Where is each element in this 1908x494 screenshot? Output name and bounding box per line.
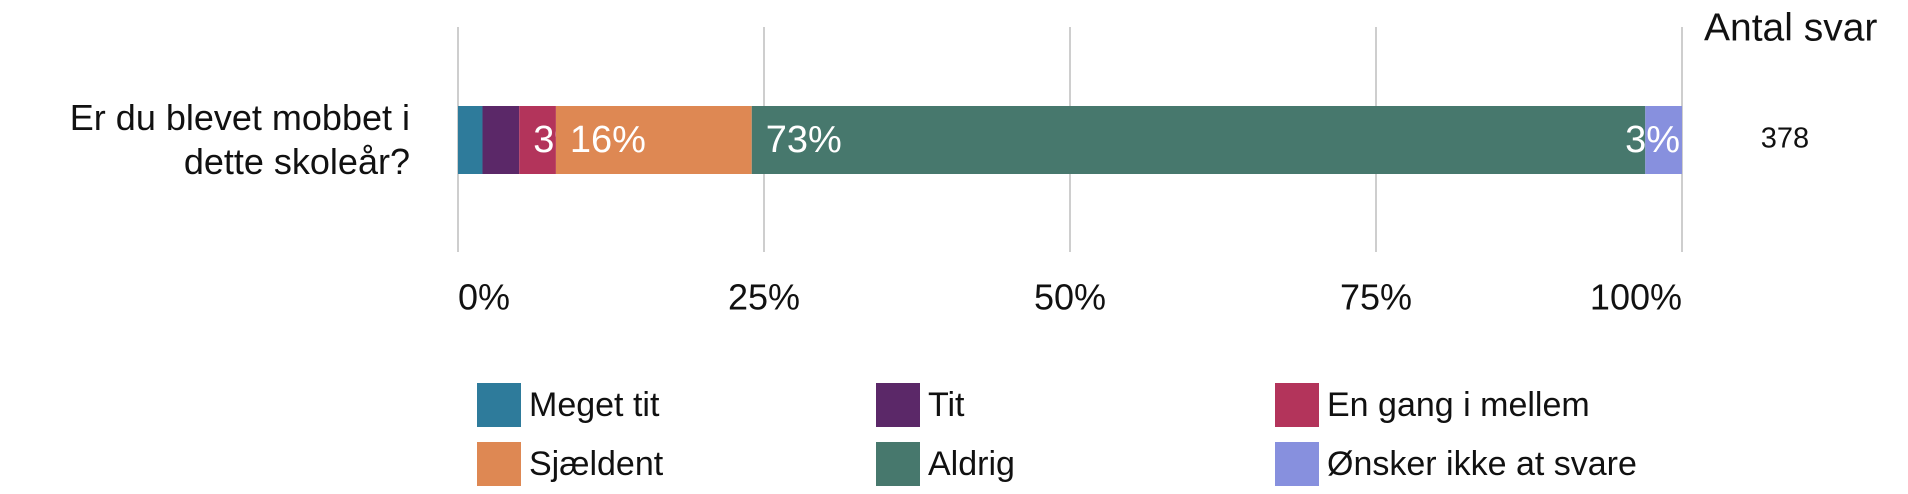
legend-label: Meget tit — [529, 386, 660, 424]
bar-segment — [1645, 106, 1682, 174]
legend-label: Sjældent — [529, 445, 664, 483]
bar-segment — [482, 106, 520, 174]
count-value: 378 — [1761, 123, 1809, 155]
legend-swatch — [1275, 442, 1319, 486]
legend-swatch — [876, 383, 920, 427]
value-label: 16% — [570, 119, 646, 161]
legend-label: Ønsker ikke at svare — [1327, 445, 1637, 483]
x-tick-label: 0% — [458, 277, 510, 318]
bar-segment — [519, 106, 556, 174]
legend-swatch — [477, 442, 521, 486]
bar-segment — [751, 106, 1646, 174]
value-label: 3% — [1625, 119, 1680, 161]
legend-label: En gang i mellem — [1327, 386, 1590, 424]
legend-label: Tit — [928, 386, 965, 424]
x-tick-label: 75% — [1340, 277, 1412, 318]
bar-segment — [555, 106, 752, 174]
x-tick-label: 50% — [1034, 277, 1106, 318]
bar-segment — [458, 106, 483, 174]
legend-label: Aldrig — [928, 445, 1015, 483]
legend-swatch — [1275, 383, 1319, 427]
x-tick-label: 100% — [1590, 277, 1682, 318]
count-title: Antal svar — [1704, 6, 1877, 49]
category-label: Er du blevet mobbet i dette skoleår? — [69, 97, 410, 182]
value-label: 73% — [766, 119, 842, 161]
x-tick-label: 25% — [728, 277, 800, 318]
legend-swatch — [477, 383, 521, 427]
legend-swatch — [876, 442, 920, 486]
